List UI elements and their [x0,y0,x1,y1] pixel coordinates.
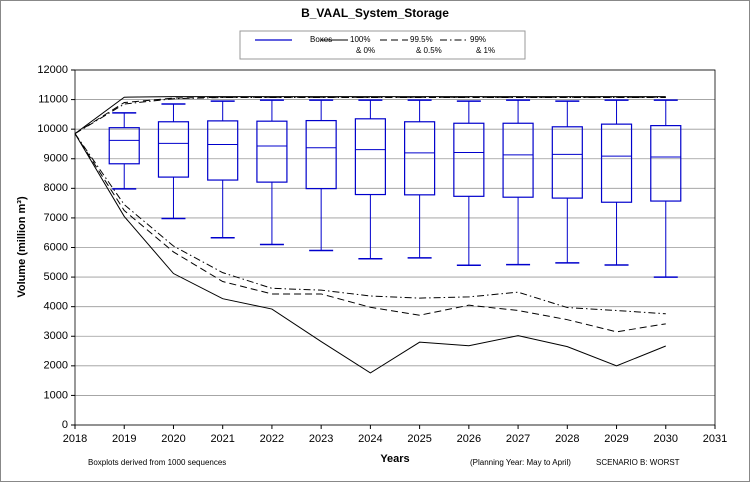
x-tick-label: 2024 [358,433,382,445]
y-tick-label: 9000 [44,153,68,165]
x-tick-label: 2025 [407,433,431,445]
y-tick-label: 7000 [44,212,68,224]
y-axis-label: Volume (million m³) [16,196,28,298]
y-tick-label: 1000 [44,389,68,401]
line [74,96,666,135]
y-tick-label: 2000 [44,360,68,372]
x-tick-label: 2028 [555,433,579,445]
chart-title: B_VAAL_System_Storage [301,6,449,20]
x-axis-label: Years [380,453,409,465]
box [650,125,682,202]
y-tick-label: 8000 [44,182,68,194]
line [74,133,666,333]
line [74,133,666,315]
y-tick-label: 11000 [38,93,68,105]
line [74,133,666,374]
box [502,122,534,198]
x-tick-label: 2019 [112,433,136,445]
legend-label: 99.5% [410,35,433,44]
note: (Planning Year: May to April) [470,458,571,467]
box [108,127,140,165]
x-tick-label: 2027 [506,433,530,445]
box [256,120,288,183]
x-tick-label: 2023 [309,433,333,445]
y-tick-label: 12000 [37,64,68,76]
note: SCENARIO B: WORST [596,458,680,467]
legend-label: 100% [350,35,370,44]
box [600,123,633,203]
x-tick-label: 2021 [210,433,234,445]
y-tick-label: 3000 [44,330,68,342]
x-tick-label: 2018 [63,433,87,445]
x-tick-label: 2020 [161,433,185,445]
x-tick-label: 2031 [703,433,727,445]
box [207,120,239,181]
box [305,119,337,190]
plot-area [74,69,716,426]
y-tick-label: 4000 [44,301,68,313]
box [354,118,386,196]
box [551,126,583,199]
x-tick-label: 2029 [604,433,628,445]
x-tick-label: 2022 [260,433,284,445]
note: Boxplots derived from 1000 sequences [88,458,226,467]
legend-label: & 0% [356,46,375,55]
legend-label: & 1% [476,46,495,55]
legend-label: & 0.5% [416,46,442,55]
y-tick-label: 10000 [37,123,68,135]
y-tick-label: 0 [62,419,68,431]
x-tick-label: 2026 [457,433,481,445]
box [404,121,436,196]
y-tick-label: 6000 [44,241,68,253]
line [74,97,666,135]
y-tick-label: 5000 [44,271,68,283]
box [453,122,485,197]
line [74,96,666,135]
x-tick-label: 2030 [654,433,678,445]
legend [239,30,526,60]
box [157,121,190,178]
legend-label: 99% [470,35,486,44]
